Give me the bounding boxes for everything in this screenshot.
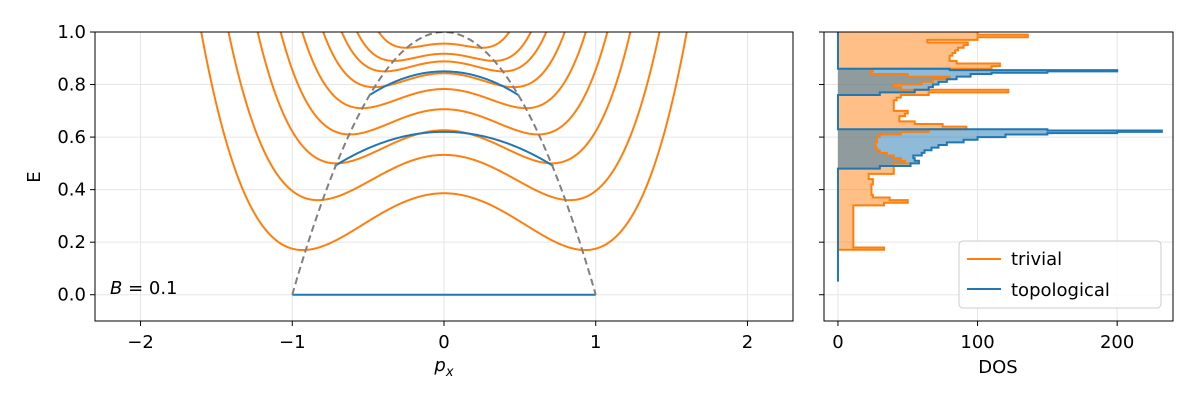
legend-label-topological: topological [1011,280,1110,301]
legend: trivial topological [958,240,1162,309]
x-axis-label-right: DOS [978,357,1017,378]
trivial-band [279,32,609,136]
x-axis-label-left: px [433,355,453,380]
dos-fill-topological [837,32,1162,282]
trivial-band [377,32,511,49]
trivial-band [340,32,548,73]
band-structure-panel: −2 −1 0 1 2 0.0 0.2 0.4 0.6 0.8 1.0 B = 0.1 px E [24,22,794,380]
trivial-band [200,32,688,252]
x-tick-label: 2 [742,332,753,353]
x-tick-label: 0 [438,332,449,353]
y-axis-label: E [24,171,45,182]
plot-frame-right [823,31,1174,322]
boundary-curve [291,32,597,296]
y-tick-label: 0.4 [57,180,86,201]
ticks-left: −2 −1 0 1 2 0.0 0.2 0.4 0.6 0.8 1.0 [57,22,753,353]
x-tick-label: 0 [832,332,843,353]
dos-panel: 0 100 200 DOS trivial topological [819,31,1174,378]
x-tick-label: −1 [279,332,306,353]
y-tick-label: 1.0 [57,22,86,43]
x-tick-label: 100 [960,332,994,353]
y-tick-label: 0.6 [57,127,86,148]
y-tick-label: 0.8 [57,75,86,96]
ticks-right: 0 100 200 [819,31,1134,353]
x-tick-label: −2 [127,332,154,353]
trivial-band [322,32,566,89]
topological-band [334,130,554,167]
grid-left [95,31,793,321]
trivial-band [356,32,532,62]
x-tick-label: 200 [1100,332,1134,353]
trivial-band [256,32,632,165]
curves-left [200,32,688,296]
y-tick-label: 0.2 [57,232,86,253]
trivial-band [227,32,661,202]
dos-line-trivial [836,32,1029,251]
curves-right [836,32,1163,282]
y-tick-label: 0.0 [57,285,86,306]
topological-band [369,70,519,96]
legend-label-trivial: trivial [1011,249,1062,270]
legend-box [958,240,1162,309]
trivial-band [301,32,587,110]
x-tick-label: 1 [590,332,601,353]
b-annotation: B = 0.1 [110,278,178,299]
dos-line-topological [836,32,1163,282]
